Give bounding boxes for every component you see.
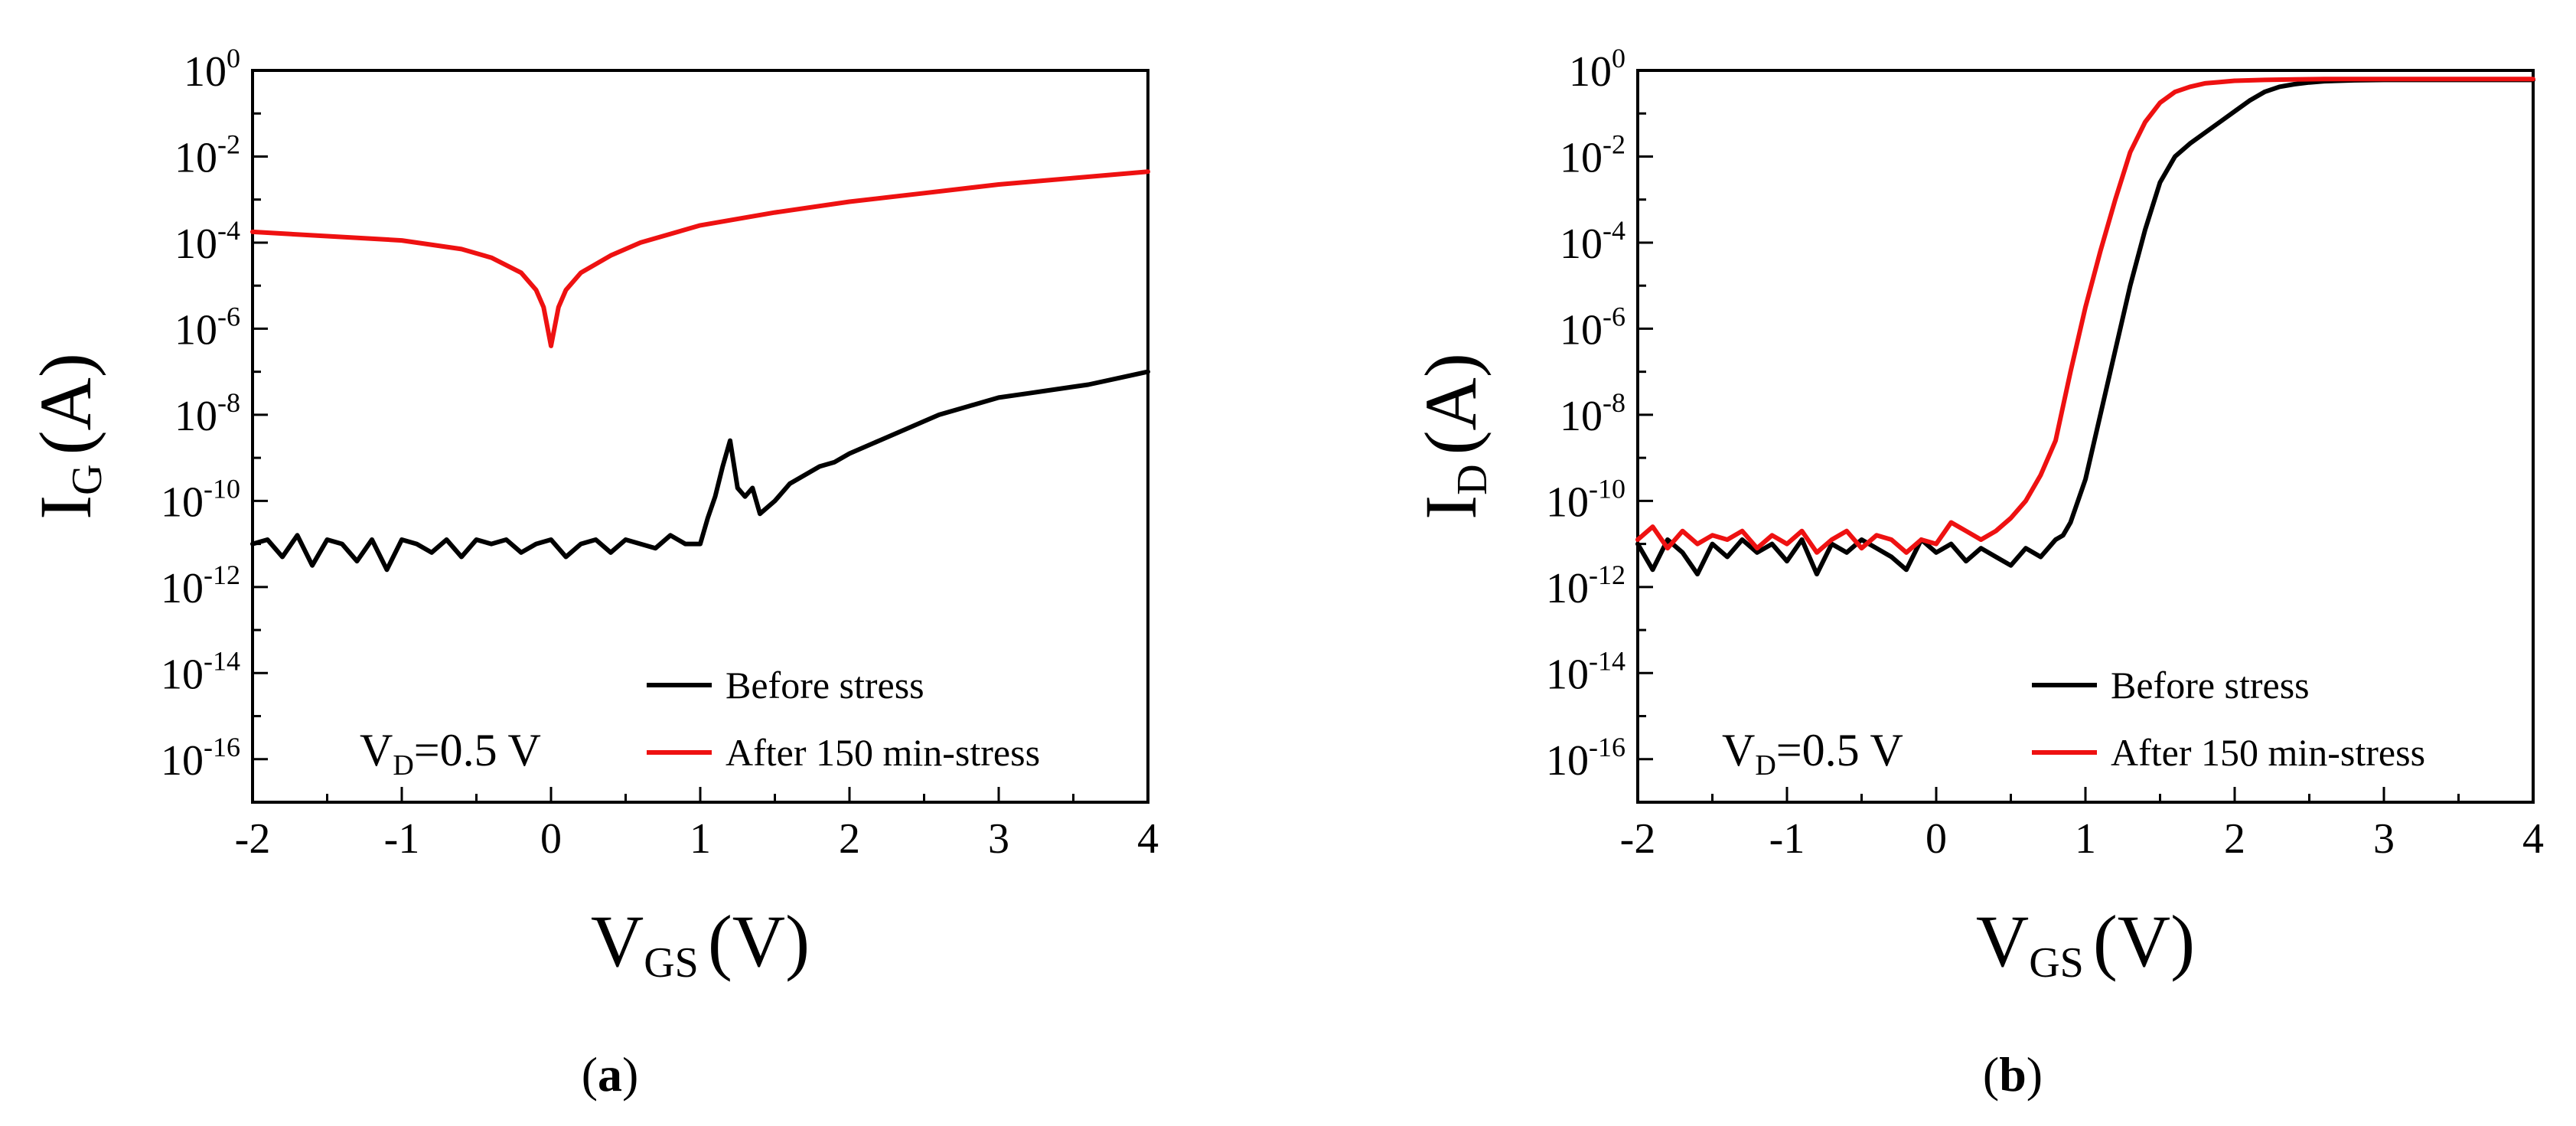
y-tick-label: 10-2 xyxy=(174,129,240,181)
legend-label-before-a: Before stress xyxy=(726,664,924,707)
x-tick-label: -2 xyxy=(235,815,271,863)
y-tick-label: 10-6 xyxy=(1560,301,1625,354)
x-tick-label: 0 xyxy=(1925,815,1947,863)
x-tick-label: -1 xyxy=(1769,815,1805,863)
x-tick-label: 3 xyxy=(988,815,1009,863)
x-ticks-a: -2 -1 0 1 2 3 4 xyxy=(235,787,1159,863)
x-tick-label: 2 xyxy=(839,815,860,863)
x-tick-label: 4 xyxy=(1137,815,1159,863)
x-tick-label: 2 xyxy=(2224,815,2245,863)
x-tick-label: 3 xyxy=(2373,815,2395,863)
x-ticks-b: -2 -1 0 1 2 3 4 xyxy=(1620,787,2544,863)
x-axis-label-a: VGS (V) xyxy=(591,900,810,987)
y-tick-label: 100 xyxy=(1569,43,1625,96)
x-tick-label: 1 xyxy=(690,815,711,863)
y-tick-label: 10-14 xyxy=(1546,645,1625,698)
x-tick-label: -2 xyxy=(1620,815,1656,863)
x-tick-label: 0 xyxy=(540,815,562,863)
y-tick-label: 10-8 xyxy=(1560,387,1625,440)
series-line xyxy=(250,169,1150,348)
series-line xyxy=(1635,77,2535,576)
y-tick-label: 10-6 xyxy=(174,301,240,354)
y-tick-label: 10-14 xyxy=(161,645,240,698)
y-tick-label: 100 xyxy=(184,43,240,96)
series-after-b xyxy=(1635,77,2535,555)
y-axis-label-a: IG(A) xyxy=(24,353,111,520)
x-tick-label: 4 xyxy=(2522,815,2544,863)
y-tick-label: 10-4 xyxy=(1560,215,1625,268)
legend-a: Before stress After 150 min-stress xyxy=(647,664,1040,774)
series-before-a xyxy=(250,369,1150,573)
y-tick-label: 10-4 xyxy=(174,215,240,268)
y-tick-label: 10-2 xyxy=(1560,129,1625,181)
panel-b: -2 -1 0 1 2 3 4 10010-210-410-610-810-1010-121… xyxy=(1410,43,2544,1102)
y-tick-label: 10-10 xyxy=(1546,473,1625,526)
series-line xyxy=(1635,77,2535,555)
annotation-vd-a: VD=0.5 V xyxy=(360,725,541,782)
series-after-a xyxy=(250,169,1150,348)
y-tick-label: 10-12 xyxy=(1546,560,1625,612)
x-tick-label: -1 xyxy=(384,815,420,863)
y-axis-label-b: ID(A) xyxy=(1410,353,1496,520)
plot-frame-a xyxy=(251,69,1149,804)
x-axis-label-b: VGS (V) xyxy=(1976,900,2195,987)
panel-a: -2 -1 0 1 2 3 4 10010-210-410-610-810-1010-121… xyxy=(24,43,1159,1102)
y-tick-label: 10-12 xyxy=(161,560,240,612)
y-tick-label: 10-16 xyxy=(161,732,240,785)
y-ticks-b: 100 10-2 10-4 10-6 10-8 10-10 10-12 10-14 10-16 xyxy=(1546,43,1653,804)
legend-b: Before stress After 150 min-stress xyxy=(2032,664,2425,774)
series-line xyxy=(250,369,1150,573)
x-tick-label: 1 xyxy=(2075,815,2096,863)
y-tick-label: 10-16 xyxy=(1546,732,1625,785)
series-before-b xyxy=(1635,77,2535,576)
y-ticks-a: 100 10-2 10-4 10-6 10-8 10-10 10-12 10-14 10-16 xyxy=(161,43,268,804)
y-tick-label: 10-8 xyxy=(174,387,240,440)
y-tick-label: 10-10 xyxy=(161,473,240,526)
annotation-vd-b: VD=0.5 V xyxy=(1722,725,1903,782)
legend-label-after-b: After 150 min-stress xyxy=(2111,731,2425,774)
plot-frame-b xyxy=(1636,69,2535,804)
legend-label-before-b: Before stress xyxy=(2111,664,2310,707)
legend-label-after-a: After 150 min-stress xyxy=(726,731,1040,774)
panel-label-a: (a) xyxy=(582,1047,639,1102)
panel-label-b: (b) xyxy=(1983,1047,2043,1102)
